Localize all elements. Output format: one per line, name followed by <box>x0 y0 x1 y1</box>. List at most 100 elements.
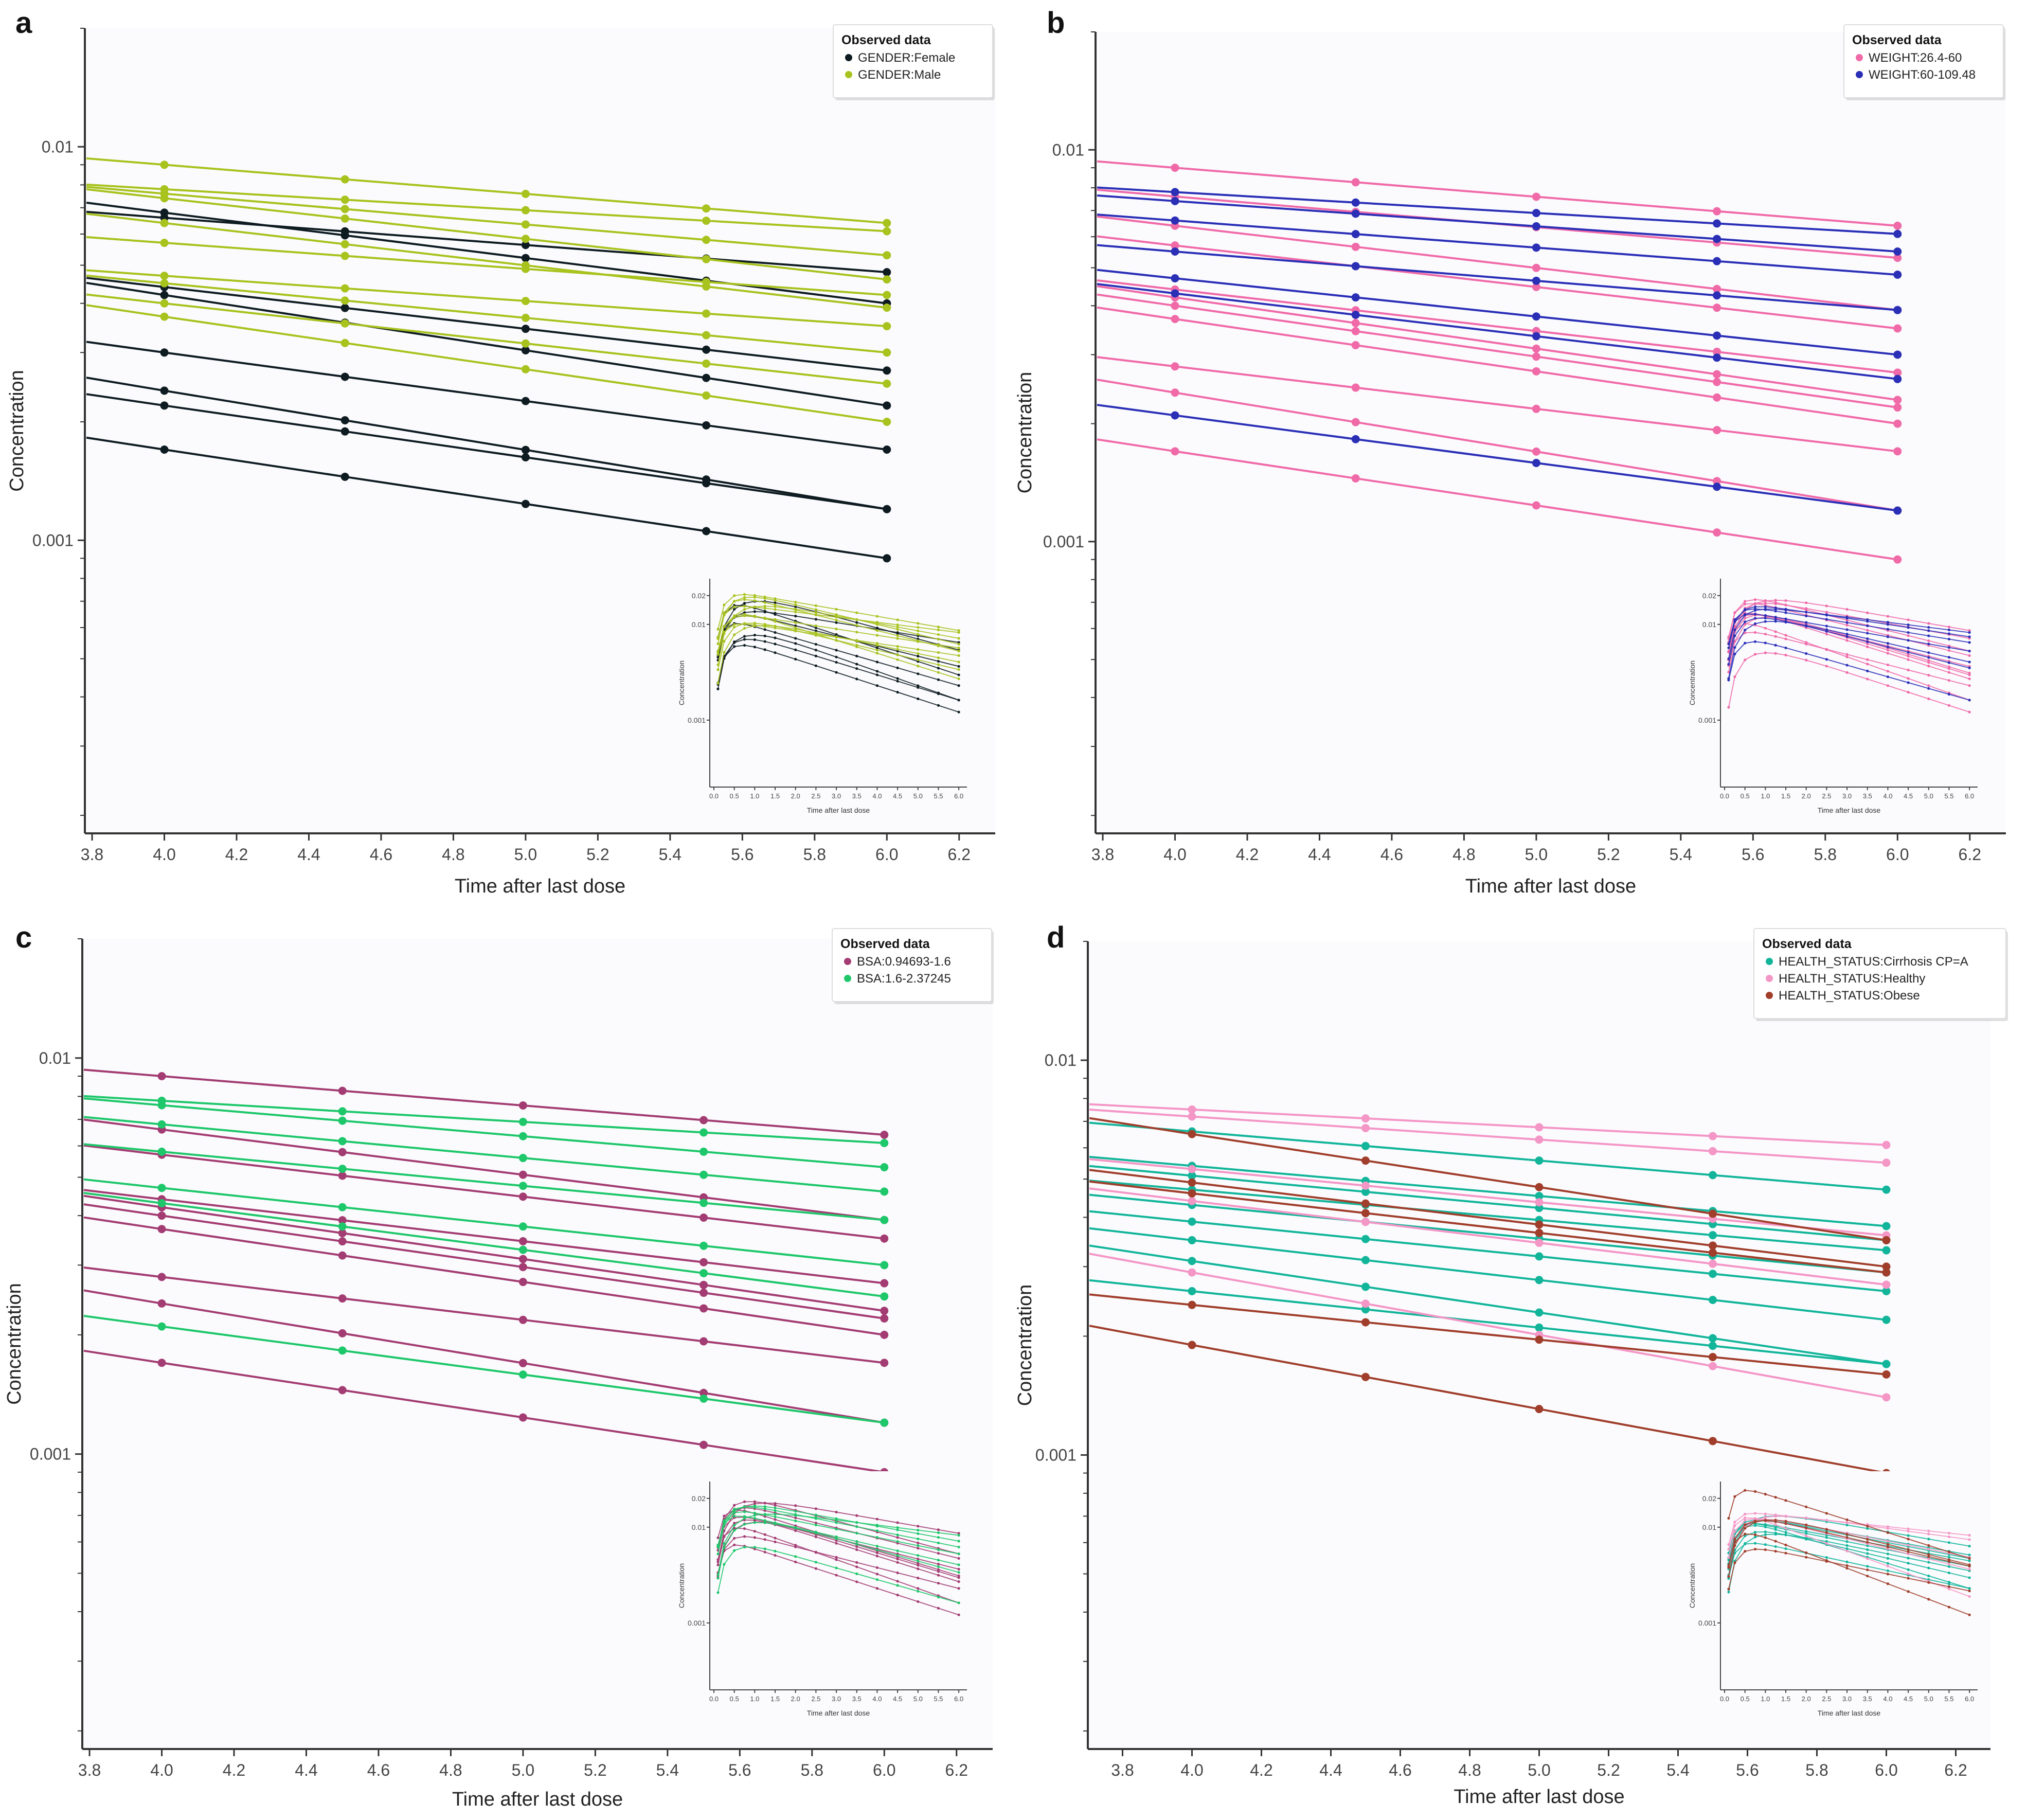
data-point <box>1351 341 1360 349</box>
inset-data-point <box>723 1542 726 1545</box>
inset-data-point <box>1774 1514 1777 1518</box>
inset-data-point <box>855 1531 858 1535</box>
inset-data-point <box>896 648 899 651</box>
inset-data-point <box>937 628 940 632</box>
series-line <box>1097 283 1898 380</box>
data-point <box>883 366 891 375</box>
data-point <box>1713 483 1721 491</box>
inset-data-point <box>733 1522 736 1525</box>
inset-data-point <box>763 597 766 600</box>
inset-data-point <box>917 1567 920 1571</box>
data-point <box>1188 1217 1196 1226</box>
inset-data-point <box>794 600 797 604</box>
data-point <box>1709 1259 1717 1268</box>
inset-data-point <box>794 637 797 640</box>
inset-data-point <box>753 610 756 613</box>
inset-data-point <box>1927 1544 1930 1547</box>
inset-data-point <box>957 1563 960 1566</box>
inset-data-point <box>774 643 777 646</box>
inset-data-point <box>743 1535 746 1538</box>
inset-chart: 0.02 0.01 0.001 0.0 0.5 1.0 1.5 2.0 2.5 3.0 3.5 4.0… <box>1679 568 1983 826</box>
inset-data-point <box>1947 1571 1951 1575</box>
panel-a: a 0.01 0.001 3.8 4.0 4.2 4.4 4.6 4.8 5.0 5.2 5.4 5.6… <box>6 6 995 897</box>
data-point <box>702 421 711 430</box>
inset-data-point <box>1947 637 1951 641</box>
data-point <box>699 1440 708 1449</box>
data-point <box>1361 1218 1370 1226</box>
inset-x-tick-label: 2.0 <box>1802 1695 1811 1703</box>
inset-data-point <box>917 652 920 655</box>
data-point <box>1188 1165 1196 1173</box>
data-point <box>157 1120 166 1129</box>
data-point <box>1709 1362 1717 1370</box>
inset-data-point <box>1727 679 1730 682</box>
inset-data-point <box>1927 1561 1930 1564</box>
inset-data-point <box>723 651 726 654</box>
series-line <box>1089 1227 1887 1321</box>
inset-data-point <box>1825 1536 1828 1539</box>
y-axis-title: Concentration <box>6 370 28 492</box>
inset-series-line <box>717 1505 959 1555</box>
inset-data-point <box>1886 628 1890 631</box>
inset-data-point <box>896 677 899 680</box>
inset-data-point <box>875 634 879 637</box>
inset-x-tick-label: 4.0 <box>1883 792 1892 800</box>
inset-data-point <box>855 1565 858 1568</box>
inset-data-point <box>1866 663 1869 666</box>
data-point <box>1351 198 1360 207</box>
data-point <box>1171 241 1179 250</box>
data-point <box>1361 1141 1370 1150</box>
inset-series-line <box>717 1515 959 1565</box>
data-point <box>518 1359 527 1367</box>
data-point <box>1171 301 1179 310</box>
data-point <box>702 278 711 287</box>
inset-data-point <box>896 1528 899 1531</box>
data-point <box>1882 1287 1891 1295</box>
inset-y-tick-label: 0.02 <box>1702 1494 1716 1503</box>
data-point <box>518 1132 527 1140</box>
inset-data-point <box>1845 1521 1849 1524</box>
data-point <box>518 1255 527 1263</box>
inset-data-point <box>723 1534 726 1538</box>
inset-data-point <box>1968 654 1971 657</box>
legend-label: WEIGHT:60-109.48 <box>1869 68 1976 82</box>
x-axis-title: Time after last dose <box>1454 1786 1624 1808</box>
inset-data-point <box>1927 634 1930 637</box>
inset-data-point <box>896 631 899 634</box>
inset-data-point <box>1886 646 1890 649</box>
data-point <box>340 338 349 347</box>
inset-data-point <box>1968 1613 1971 1616</box>
inset-data-point <box>1774 1545 1777 1548</box>
inset-data-point <box>1845 1523 1849 1527</box>
inset-x-tick-label: 4.5 <box>893 792 902 800</box>
x-tick-label: 5.6 <box>1736 1761 1759 1779</box>
data-point <box>1893 324 1902 333</box>
inset-data-point <box>1907 1550 1910 1554</box>
x-tick-label: 5.8 <box>803 845 826 864</box>
inset-data-point <box>743 1515 746 1518</box>
inset-x-tick-label: 1.0 <box>750 1695 759 1703</box>
inset-data-point <box>1845 1544 1849 1547</box>
inset-data-point <box>794 624 797 628</box>
data-point <box>160 194 169 203</box>
series-line <box>1097 293 1898 409</box>
inset-data-point <box>1733 1524 1736 1527</box>
inset-x-tick-label: 2.0 <box>791 1695 800 1703</box>
inset-data-point <box>1907 618 1910 621</box>
inset-data-point <box>1947 1587 1951 1591</box>
inset-data-point <box>896 626 899 629</box>
inset-data-point <box>937 638 940 641</box>
inset-data-point <box>716 651 720 654</box>
inset-data-point <box>1764 1512 1767 1515</box>
inset-data-point <box>774 601 777 604</box>
inset-data-point <box>774 1515 777 1519</box>
inset-data-point <box>814 626 817 630</box>
inset-data-point <box>835 628 838 631</box>
data-point <box>157 1273 166 1281</box>
data-point <box>338 1148 347 1156</box>
inset-data-point <box>716 1563 720 1566</box>
data-point <box>883 322 891 331</box>
inset-data-point <box>1886 623 1890 626</box>
data-point <box>880 1216 889 1224</box>
data-point <box>1713 235 1721 243</box>
